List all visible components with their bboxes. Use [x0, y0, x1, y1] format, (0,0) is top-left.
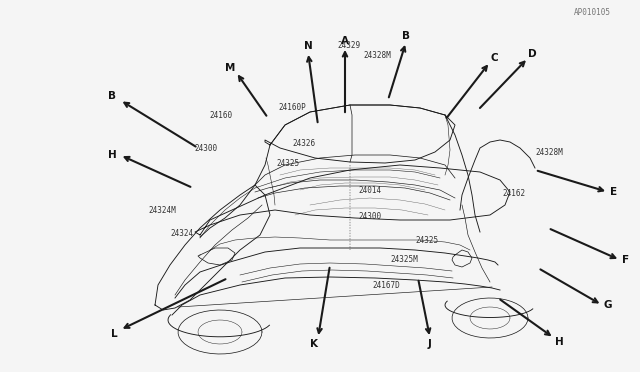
Text: 24162: 24162	[502, 189, 525, 198]
Text: 24300: 24300	[358, 212, 381, 221]
Text: 24324: 24324	[170, 228, 193, 237]
Text: M: M	[225, 63, 235, 73]
Text: J: J	[428, 339, 432, 349]
Text: 24167D: 24167D	[372, 280, 400, 289]
Text: 24300: 24300	[194, 144, 217, 153]
Text: 24325: 24325	[415, 235, 438, 244]
Text: N: N	[303, 41, 312, 51]
Text: 24325: 24325	[276, 158, 299, 167]
Text: 24324M: 24324M	[148, 205, 176, 215]
Text: K: K	[310, 339, 318, 349]
Text: F: F	[623, 255, 630, 265]
Text: H: H	[555, 337, 563, 347]
Text: 24325M: 24325M	[390, 256, 418, 264]
Text: 24326: 24326	[292, 138, 315, 148]
Text: 24328M: 24328M	[535, 148, 563, 157]
Text: 24329: 24329	[337, 41, 360, 49]
Text: A: A	[341, 36, 349, 46]
Text: 24014: 24014	[358, 186, 381, 195]
Text: 24160: 24160	[209, 110, 232, 119]
Text: H: H	[108, 150, 116, 160]
Text: L: L	[111, 329, 117, 339]
Text: B: B	[108, 91, 116, 101]
Text: G: G	[604, 300, 612, 310]
Text: C: C	[490, 53, 498, 63]
Text: E: E	[611, 187, 618, 197]
Text: 24328M: 24328M	[363, 51, 391, 60]
Text: D: D	[528, 49, 536, 59]
Text: B: B	[402, 31, 410, 41]
Text: 24160P: 24160P	[278, 103, 306, 112]
Text: AP010105: AP010105	[574, 8, 611, 17]
